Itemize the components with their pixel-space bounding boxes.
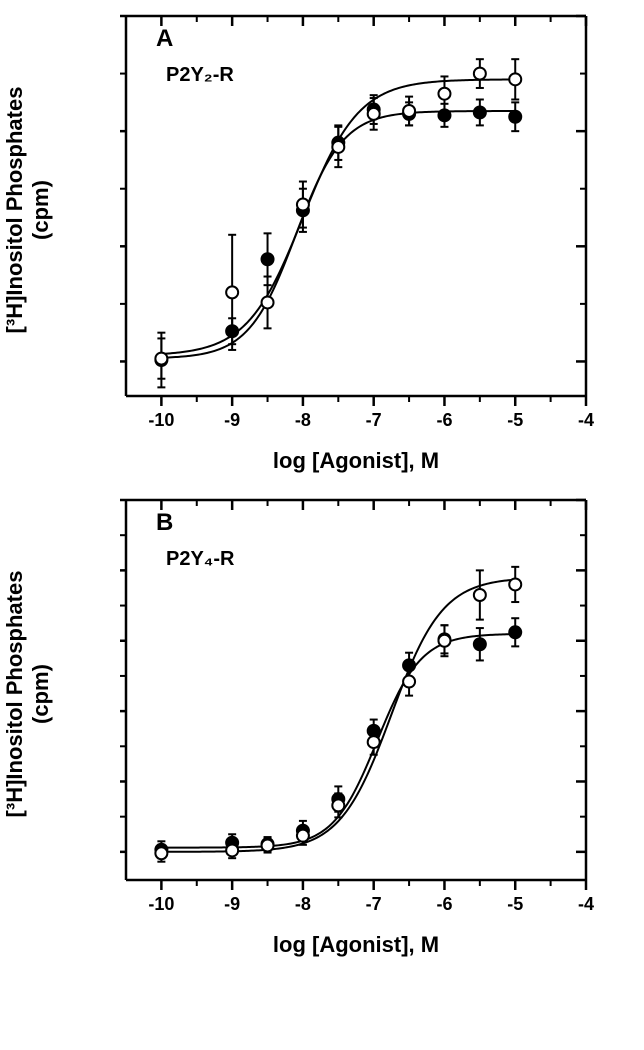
x-axis-label: log [Agonist], M — [120, 932, 592, 958]
panel-label: B — [156, 509, 173, 536]
y-axis-label-line1: [³H]Inositol Phosphates — [2, 87, 28, 334]
figure: [³H]Inositol Phosphates(cpm)-10-9-8-7-6-… — [10, 10, 634, 958]
data-point — [368, 108, 380, 120]
data-point — [509, 111, 521, 123]
panel-subtitle: P2Y₄-R — [166, 548, 235, 570]
panel-A: [³H]Inositol Phosphates(cpm)-10-9-8-7-6-… — [10, 10, 634, 474]
data-point — [332, 799, 344, 811]
data-point — [226, 286, 238, 298]
data-point — [474, 68, 486, 80]
chart-svg: -10-9-8-7-6-5-4010002000300040005000BP2Y… — [120, 494, 640, 924]
y-axis-label-line1: [³H]Inositol Phosphates — [2, 571, 28, 818]
chart-svg: -10-9-8-7-6-5-404000800012000AP2Y₂-R — [120, 10, 640, 440]
x-tick-label: -10 — [148, 410, 174, 430]
panel-B: [³H]Inositol Phosphates(cpm)-10-9-8-7-6-… — [10, 494, 634, 958]
data-point — [297, 199, 309, 211]
data-point — [332, 141, 344, 153]
x-tick-label: -4 — [578, 894, 594, 914]
data-point — [262, 840, 274, 852]
x-tick-label: -5 — [507, 410, 523, 430]
data-point — [262, 296, 274, 308]
data-point — [509, 578, 521, 590]
data-point — [368, 725, 380, 737]
x-tick-label: -6 — [436, 894, 452, 914]
data-point — [474, 106, 486, 118]
data-point — [403, 659, 415, 671]
plot-area: -10-9-8-7-6-5-404000800012000AP2Y₂-Rlog … — [120, 10, 634, 474]
data-point — [155, 353, 167, 365]
x-tick-label: -9 — [224, 410, 240, 430]
data-point — [438, 88, 450, 100]
data-point — [297, 830, 309, 842]
data-point — [509, 73, 521, 85]
data-point — [438, 635, 450, 647]
x-tick-label: -4 — [578, 410, 594, 430]
fit-curve — [161, 79, 515, 353]
x-tick-label: -7 — [366, 410, 382, 430]
data-point — [474, 638, 486, 650]
plot-area: -10-9-8-7-6-5-4010002000300040005000BP2Y… — [120, 494, 634, 958]
y-axis-label-line2: (cpm) — [28, 87, 54, 334]
panel-subtitle: P2Y₂-R — [166, 64, 234, 86]
data-point — [262, 253, 274, 265]
x-tick-label: -5 — [507, 894, 523, 914]
data-point — [403, 105, 415, 117]
data-point — [474, 589, 486, 601]
x-tick-label: -6 — [436, 410, 452, 430]
x-tick-label: -10 — [148, 894, 174, 914]
data-point — [403, 676, 415, 688]
data-point — [509, 626, 521, 638]
x-tick-label: -8 — [295, 410, 311, 430]
x-tick-label: -9 — [224, 894, 240, 914]
data-point — [368, 736, 380, 748]
data-point — [226, 844, 238, 856]
panel-label: A — [156, 25, 173, 52]
data-point — [226, 325, 238, 337]
x-tick-label: -7 — [366, 894, 382, 914]
x-tick-label: -8 — [295, 894, 311, 914]
x-axis-label: log [Agonist], M — [120, 448, 592, 474]
data-point — [438, 109, 450, 121]
y-axis-label-line2: (cpm) — [28, 571, 54, 818]
data-point — [155, 847, 167, 859]
